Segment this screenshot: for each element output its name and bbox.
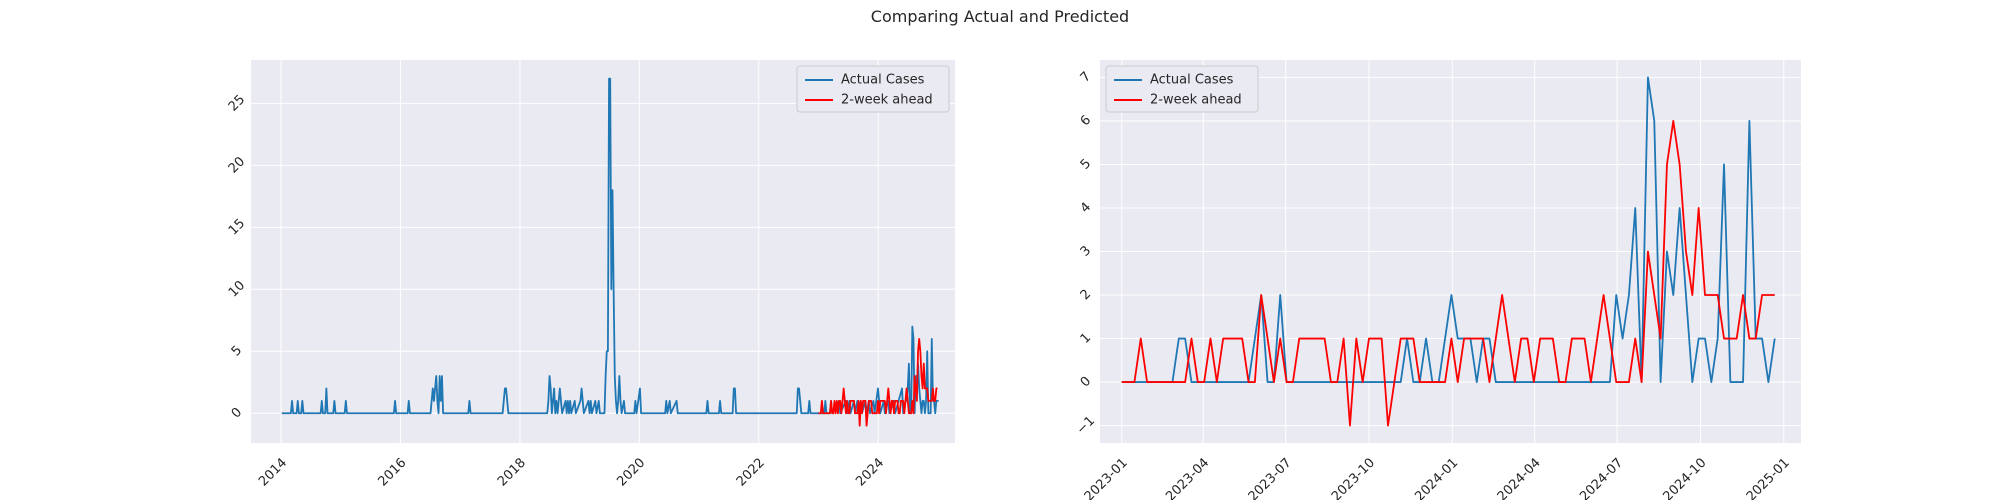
chart-right: −1 0 1 2 3 4 5 6 7 2023-01 2023-04 2023-07 2023-10 20… [1074, 60, 1801, 500]
y-tick-label: −1 [1074, 414, 1098, 438]
y-tick-label: 5 [1078, 156, 1094, 172]
x-tick-label: 2025-01 [1744, 455, 1793, 500]
series-line-actual-cases [1121, 76, 1776, 383]
y-tick-label: 15 [226, 216, 248, 238]
x-tick-label: 2023-04 [1163, 455, 1212, 500]
y-tick-label: 20 [226, 154, 248, 176]
x-tick-label: 2018 [495, 455, 529, 489]
x-tick-label: 2023-10 [1329, 455, 1378, 500]
x-tick-label: 2023-01 [1082, 455, 1131, 500]
x-tick-label: 2014 [256, 455, 290, 489]
y-tick-label: 0 [229, 405, 245, 421]
legend-label: Actual Cases [841, 73, 925, 88]
figure-title: Comparing Actual and Predicted [870, 7, 1130, 26]
y-tick-label: 4 [1078, 200, 1094, 216]
series-line-two-week-ahead [1121, 120, 1775, 427]
x-tick-label: 2024-10 [1660, 455, 1709, 500]
legend-box [796, 65, 950, 113]
plot-background [251, 60, 955, 443]
x-tick-label: 2023-07 [1246, 455, 1295, 500]
y-tick-label: 2 [1078, 287, 1094, 303]
legend: Actual Cases 2-week ahead [1105, 65, 1259, 113]
y-tick-label: 3 [1078, 243, 1094, 259]
legend-label: Actual Cases [1150, 73, 1234, 88]
y-tick-label: 6 [1078, 113, 1094, 129]
y-tick-label: 7 [1078, 69, 1094, 85]
y-tick-label: 5 [229, 343, 245, 359]
x-tick-label: 2024-04 [1495, 455, 1544, 500]
y-tick-label: 0 [1078, 374, 1094, 390]
legend-label: 2-week ahead [1150, 93, 1242, 108]
x-tick-label: 2022 [734, 455, 768, 489]
y-tick-label: 10 [226, 278, 248, 300]
x-tick-label: 2024-01 [1412, 455, 1461, 500]
legend: Actual Cases 2-week ahead [796, 65, 950, 113]
legend-label: 2-week ahead [841, 93, 933, 108]
x-tick-label: 2016 [375, 455, 409, 489]
series-line-two-week-ahead [818, 337, 938, 427]
legend-box [1105, 65, 1259, 113]
chart-left: 0 5 10 15 20 25 2014 2016 2018 2020 2022 2024 Actual… [226, 60, 955, 489]
x-tick-label: 2024-07 [1577, 455, 1626, 500]
x-tick-label: 2024 [853, 455, 887, 489]
series-group [281, 77, 939, 427]
x-tick-label: 2020 [614, 455, 648, 489]
y-tick-label: 1 [1078, 330, 1094, 346]
series-group [1121, 76, 1776, 427]
y-tick-label: 25 [226, 92, 248, 114]
